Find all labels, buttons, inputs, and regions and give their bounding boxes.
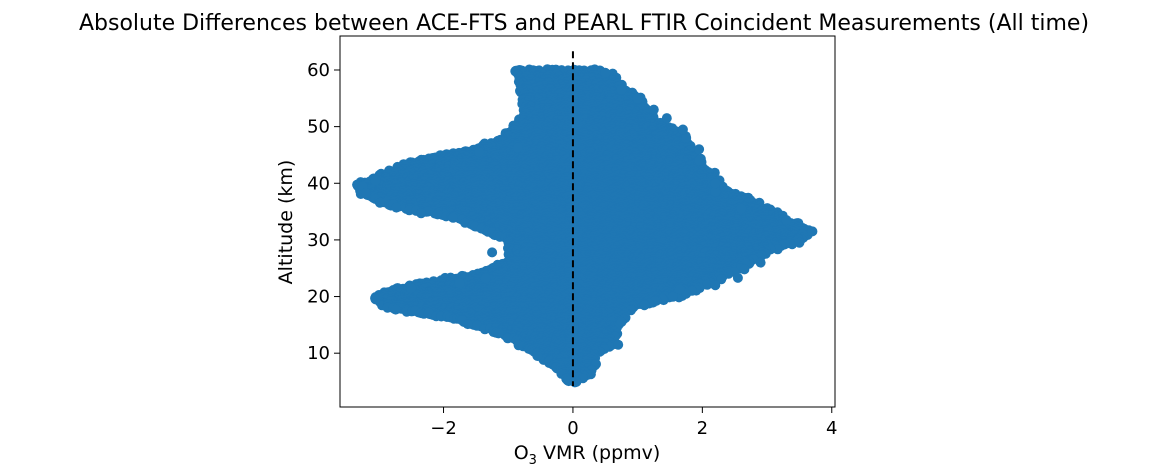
scatter-point <box>416 208 427 219</box>
points-layer <box>352 64 818 388</box>
scatter-point <box>432 209 443 220</box>
scatter-point <box>391 202 402 213</box>
chart-title: Absolute Differences between ACE-FTS and… <box>79 11 1089 36</box>
